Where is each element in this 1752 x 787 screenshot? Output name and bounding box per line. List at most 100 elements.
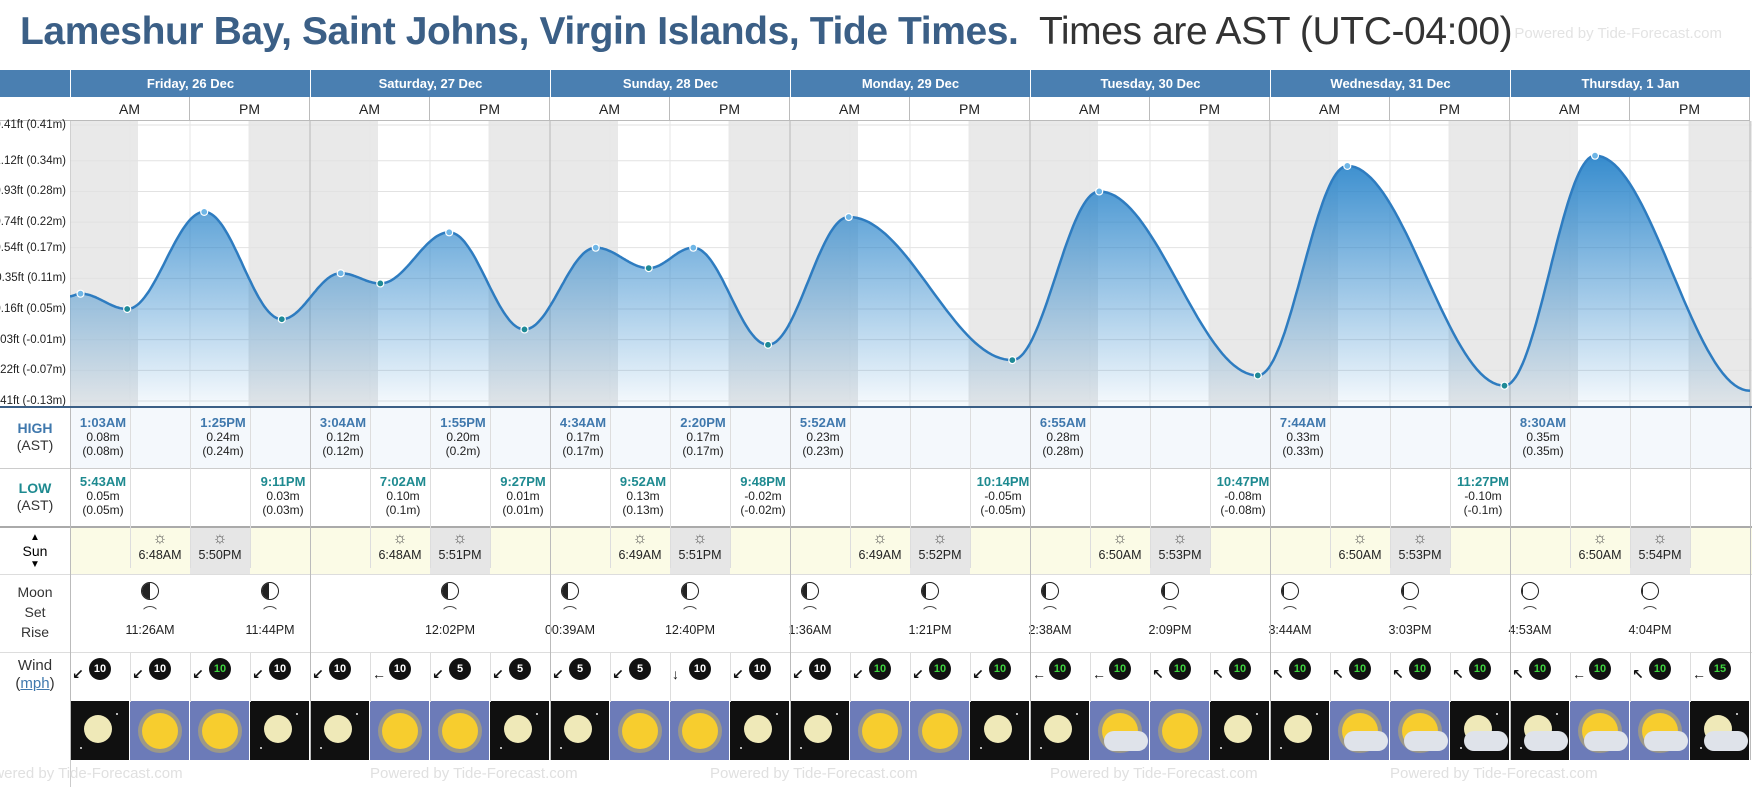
low-tide-time: 10:14PM <box>976 474 1030 489</box>
wind-direction-icon: ↖ <box>1212 666 1224 682</box>
moon-event: ⌒ 4:04PM <box>1620 582 1680 637</box>
column-line <box>370 652 371 702</box>
moon-time: 11:44PM <box>245 623 295 637</box>
wind-speed: 10 ↖ <box>1150 658 1210 682</box>
wind-direction-icon: ← <box>1572 666 1586 682</box>
wind-speed: 10 ↙ <box>850 658 910 682</box>
wind-speed-value: 10 <box>329 658 351 680</box>
low-tide-height-m: (-0.05m) <box>980 503 1026 517</box>
moon-weather-icon <box>1270 701 1329 760</box>
low-tide-entry: 9:52AM 0.13m (0.13m) <box>612 475 674 518</box>
pm-label: PM <box>1390 97 1510 121</box>
cloud-shape <box>1704 731 1748 751</box>
column-line <box>1390 408 1391 568</box>
moon-shadow <box>1162 583 1165 599</box>
pm-label: PM <box>1630 97 1750 121</box>
timezone-label: Times are AST (UTC-04:00) <box>1038 10 1513 53</box>
moon-rise-label: Rise <box>20 624 49 640</box>
column-line <box>1690 408 1691 568</box>
moon-weather-icon <box>250 701 309 760</box>
sunrise-icon: ☼ <box>1352 530 1368 547</box>
y-axis-label: 0.16ft (0.05m) <box>0 303 66 315</box>
moon-phase-icon <box>1521 582 1539 600</box>
wind-direction-icon: ↖ <box>1332 666 1344 682</box>
powered-by-watermark: Powered by Tide-Forecast.com <box>1514 25 1722 42</box>
star-dot <box>1016 713 1018 715</box>
wind-unit-link[interactable]: mph <box>20 675 50 692</box>
sun-weather-icon <box>670 701 729 760</box>
column-line <box>1270 408 1271 760</box>
sunset-icon: ☼ <box>1412 530 1428 547</box>
moon-phase-icon <box>441 582 459 600</box>
sun-shape <box>622 713 658 749</box>
powered-by-watermark: Powered by Tide-Forecast.com <box>710 765 918 782</box>
column-line <box>190 652 191 702</box>
wind-direction-icon: ↙ <box>132 666 144 682</box>
moon-phase-icon <box>1401 582 1419 600</box>
wind-direction-icon: ↙ <box>792 666 804 682</box>
wind-direction-icon: ↙ <box>912 666 924 682</box>
low-tide-height-m: (0.05m) <box>82 503 124 517</box>
star-dot <box>116 713 118 715</box>
star-dot <box>1220 747 1222 749</box>
high-tide-height-m: (0.24m) <box>202 444 244 458</box>
high-tide-height-m: (0.23m) <box>802 444 844 458</box>
high-tide-time: 4:34AM <box>559 415 607 430</box>
sunset-time: 5:54PM <box>1638 548 1682 562</box>
low-tide-height-m: (-0.1m) <box>1463 503 1503 517</box>
low-tide-point <box>644 264 653 273</box>
wind-speed: 10 ↖ <box>1270 658 1330 682</box>
low-tide-point <box>1253 371 1262 380</box>
sun-cloud-weather-icon <box>1630 701 1689 760</box>
high-tide-point <box>445 228 454 237</box>
high-tide-point <box>844 212 853 222</box>
sun-weather-icon <box>1150 701 1209 760</box>
moon-phase-icon <box>1161 582 1179 600</box>
wind-direction-icon: ↖ <box>1392 666 1404 682</box>
star-dot <box>800 747 802 749</box>
high-tide-point <box>336 269 345 278</box>
y-axis-label: 0.54ft (0.17m) <box>0 241 66 254</box>
moon-shape <box>564 715 592 743</box>
star-dot <box>500 747 502 749</box>
sun-weather-icon <box>910 701 969 760</box>
column-line <box>1690 652 1691 702</box>
column-line <box>1330 652 1331 702</box>
moon-time: 00:39AM <box>544 623 596 637</box>
sunset-item: ☼ 5:53PM <box>1390 528 1450 574</box>
column-line <box>310 408 311 760</box>
moon-event: ⌒ 4:53AM <box>1500 582 1560 637</box>
pm-label: PM <box>910 97 1030 121</box>
moonrise-icon: ⌒ <box>1403 605 1417 621</box>
high-tide-time: 8:30AM <box>1519 415 1567 430</box>
day-header: Friday, 26 Dec <box>70 70 310 97</box>
wind-speed: 10 ← <box>1030 658 1090 682</box>
sun-cloud-weather-icon <box>1390 701 1449 760</box>
high-tide-height: 0.17m <box>686 430 720 444</box>
star-dot <box>1256 713 1258 715</box>
moonrise-icon: ⌒ <box>1523 605 1537 621</box>
column-line <box>1150 408 1151 568</box>
low-tide-point <box>520 325 529 334</box>
sunrise-time: 6:49AM <box>618 548 662 562</box>
star-dot <box>980 747 982 749</box>
high-tz-label: (AST) <box>16 437 54 453</box>
moon-shadow <box>262 583 270 599</box>
high-tide-height: 0.24m <box>206 430 240 444</box>
low-tide-entry: 10:14PM -0.05m (-0.05m) <box>972 474 1034 518</box>
star-dot <box>836 713 838 715</box>
sunrise-icon: ☼ <box>632 530 648 547</box>
moon-event: ⌒ 1:36AM <box>780 582 840 637</box>
column-line <box>1030 408 1031 760</box>
wind-speed: 10 ↙ <box>70 658 130 682</box>
sunset-highlight <box>1390 528 1450 574</box>
moon-weather-icon <box>970 701 1029 760</box>
wind-direction-icon: ↖ <box>1452 666 1464 682</box>
high-tide-height-m: (0.28m) <box>1042 444 1084 458</box>
moon-shadow <box>682 583 688 599</box>
wind-speed: 10 ↙ <box>190 658 250 682</box>
wind-speed: 10 ↙ <box>910 658 970 682</box>
day-header: Monday, 29 Dec <box>790 70 1030 97</box>
sunset-highlight <box>430 528 490 574</box>
column-line <box>430 408 431 568</box>
